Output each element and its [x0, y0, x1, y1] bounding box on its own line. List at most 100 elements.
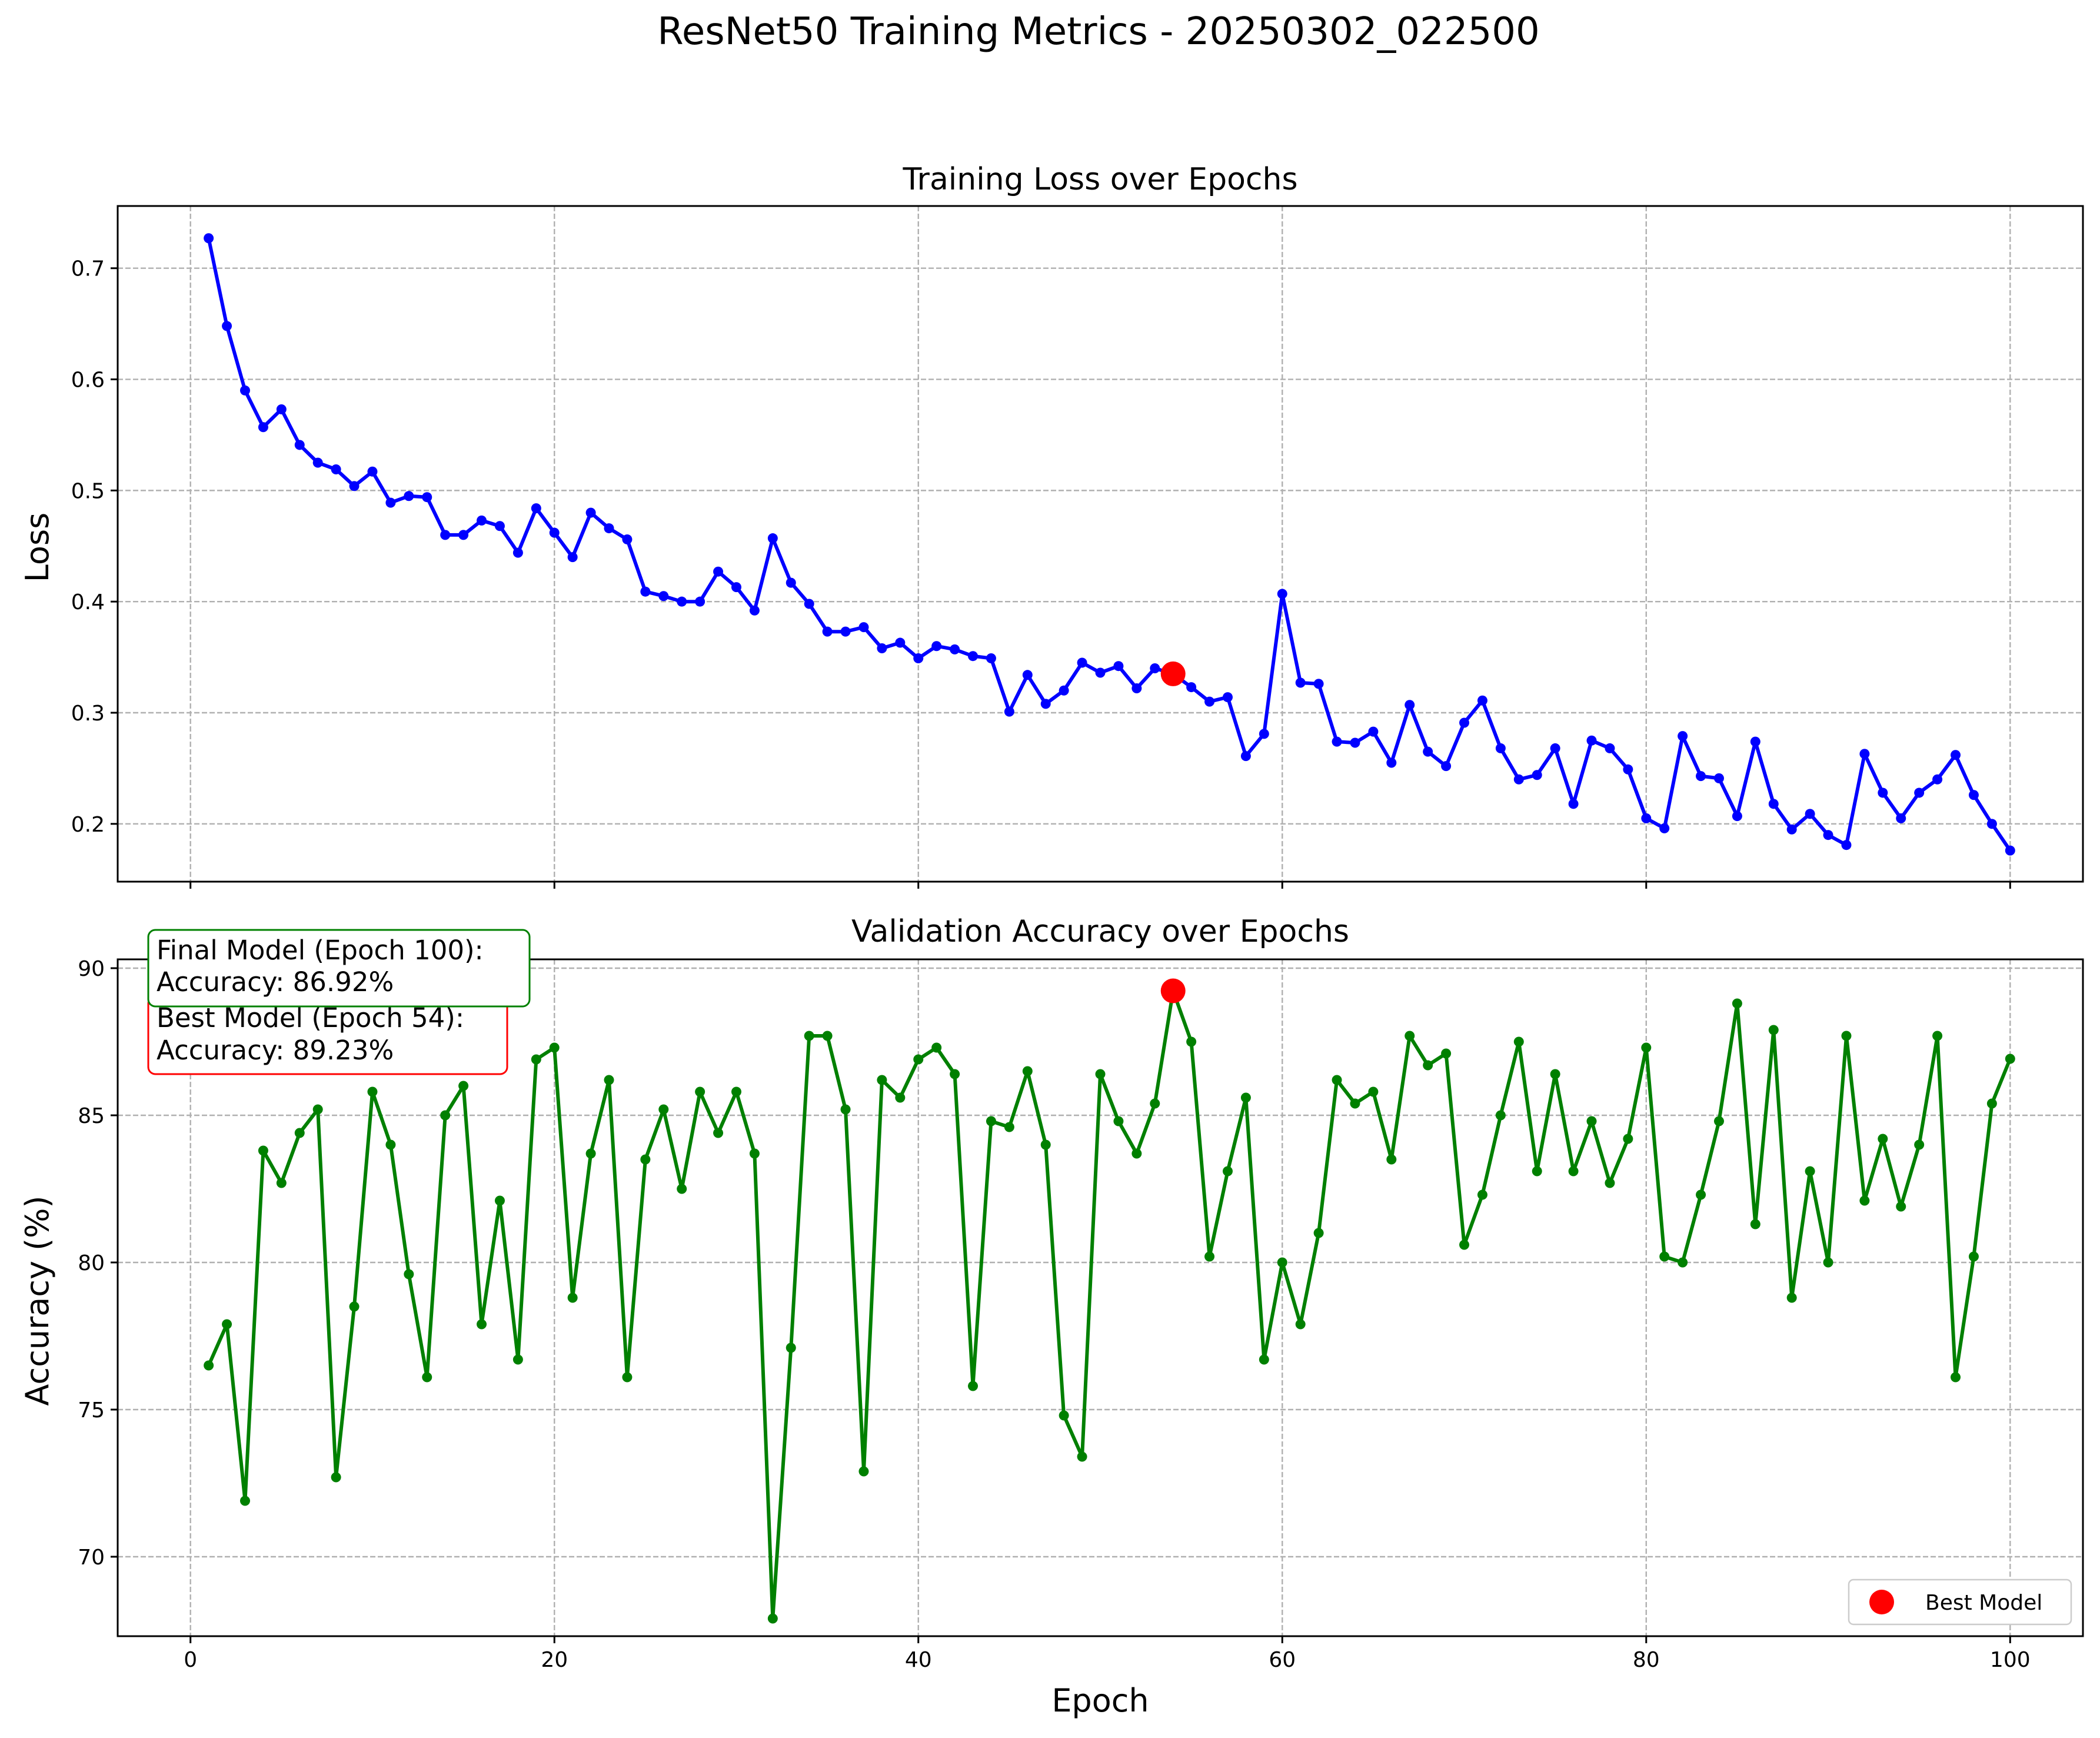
- loss-data-point: [349, 481, 360, 491]
- loss-data-point: [840, 626, 851, 637]
- accuracy-data-point: [840, 1104, 851, 1115]
- loss-data-point: [1586, 735, 1597, 746]
- loss-data-point: [1550, 743, 1560, 753]
- loss-data-point: [1732, 811, 1742, 822]
- loss-data-point: [258, 422, 268, 433]
- loss-data-point: [585, 507, 596, 518]
- accuracy-data-point: [1732, 998, 1742, 1009]
- loss-data-point: [1186, 682, 1197, 693]
- accuracy-chart: Validation Accuracy over Epochs 0 20 40 60 8…: [19, 914, 2084, 1719]
- loss-data-point: [950, 644, 960, 654]
- accuracy-data-point: [1332, 1075, 1342, 1085]
- accuracy-data-point: [1623, 1134, 1633, 1144]
- best-model-annotation-line1: Best Model (Epoch 54):: [157, 1002, 464, 1034]
- loss-data-point: [1768, 799, 1779, 809]
- accuracy-data-point: [477, 1319, 487, 1330]
- accuracy-data-point: [204, 1360, 214, 1371]
- accuracy-data-point: [385, 1139, 396, 1150]
- accuracy-data-point: [222, 1319, 232, 1330]
- accuracy-data-point: [1914, 1139, 1925, 1150]
- loss-data-point: [1623, 764, 1633, 775]
- accuracy-y-axis-label: Accuracy (%): [19, 1195, 56, 1405]
- loss-data-point: [222, 321, 232, 331]
- accuracy-data-point: [367, 1086, 378, 1097]
- accuracy-data-point: [1368, 1086, 1379, 1097]
- accuracy-data-point: [1878, 1134, 1888, 1144]
- loss-data-point: [804, 599, 814, 609]
- accuracy-data-point: [1986, 1098, 1997, 1109]
- loss-data-point: [1568, 799, 1579, 809]
- loss-data-point: [658, 591, 669, 602]
- accuracy-data-point: [1131, 1148, 1142, 1159]
- accuracy-data-point: [1295, 1319, 1306, 1330]
- accuracy-data-point: [404, 1269, 414, 1280]
- loss-data-point: [1696, 771, 1706, 782]
- loss-data-point: [1259, 729, 1269, 739]
- loss-data-point: [1513, 774, 1524, 785]
- accuracy-data-point: [276, 1178, 287, 1188]
- loss-data-point: [1495, 743, 1506, 753]
- accuracy-x-tick-label: 60: [1269, 1648, 1296, 1672]
- accuracy-data-point: [1423, 1060, 1433, 1071]
- loss-data-point: [1605, 743, 1615, 753]
- loss-data-point: [385, 497, 396, 508]
- loss-data-point: [531, 503, 541, 514]
- accuracy-data-point: [767, 1613, 778, 1624]
- loss-data-point: [1040, 699, 1051, 709]
- accuracy-x-tick-label: 80: [1633, 1648, 1660, 1672]
- accuracy-data-point: [950, 1069, 960, 1079]
- accuracy-data-point: [440, 1110, 451, 1121]
- loss-data-point: [677, 596, 687, 607]
- loss-data-point: [512, 547, 523, 558]
- loss-data-point: [622, 534, 633, 544]
- loss-data-point: [1750, 736, 1760, 747]
- accuracy-axes-frame: [117, 958, 2084, 1637]
- loss-data-point: [1204, 696, 1215, 707]
- accuracy-data-point: [1040, 1139, 1051, 1150]
- accuracy-data-point: [1495, 1110, 1506, 1121]
- loss-data-point: [767, 533, 778, 544]
- loss-data-point: [1786, 824, 1797, 835]
- accuracy-x-tick-label: 40: [905, 1648, 932, 1672]
- loss-data-point: [494, 521, 505, 531]
- accuracy-data-point: [1022, 1066, 1033, 1076]
- accuracy-y-tick-label: 85: [78, 1104, 105, 1128]
- loss-data-point: [1313, 679, 1324, 689]
- loss-data-point: [1059, 685, 1069, 696]
- accuracy-data-point: [1750, 1219, 1760, 1229]
- accuracy-data-point: [931, 1042, 942, 1053]
- loss-data-point: [1914, 787, 1925, 798]
- loss-data-point: [877, 643, 887, 653]
- loss-data-point: [1659, 823, 1670, 833]
- final-model-annotation-line2: Accuracy: 86.92%: [157, 966, 394, 998]
- accuracy-data-point: [1586, 1116, 1597, 1126]
- accuracy-data-point: [822, 1031, 833, 1041]
- accuracy-data-point: [713, 1128, 724, 1138]
- accuracy-data-point: [695, 1086, 705, 1097]
- loss-data-point: [1878, 787, 1888, 798]
- loss-data-point: [1095, 667, 1106, 678]
- accuracy-x-tick-label: 20: [541, 1648, 568, 1672]
- accuracy-series-line: [207, 989, 2012, 1620]
- loss-data-point: [931, 641, 942, 652]
- accuracy-data-point: [1313, 1228, 1324, 1238]
- accuracy-data-point: [1240, 1092, 1251, 1103]
- accuracy-data-point: [567, 1292, 578, 1303]
- loss-y-tick-label: 0.4: [71, 590, 105, 614]
- loss-data-point: [440, 530, 451, 540]
- accuracy-data-point: [1077, 1451, 1087, 1462]
- accuracy-data-point: [1222, 1166, 1233, 1177]
- accuracy-data-point: [531, 1054, 541, 1065]
- accuracy-data-point: [1513, 1036, 1524, 1047]
- loss-data-point: [895, 637, 906, 648]
- loss-data-point: [1386, 757, 1397, 768]
- loss-best-model-marker: [1160, 661, 1186, 686]
- loss-data-point: [1459, 717, 1470, 728]
- best-model-annotation: Best Model (Epoch 54): Accuracy: 89.23%: [147, 995, 508, 1075]
- loss-data-point: [1077, 657, 1087, 668]
- accuracy-data-point: [1186, 1036, 1197, 1047]
- loss-data-point: [2005, 845, 2015, 856]
- loss-data-point: [1240, 751, 1251, 762]
- final-model-annotation-line1: Final Model (Epoch 100):: [157, 935, 484, 966]
- accuracy-data-point: [258, 1145, 268, 1156]
